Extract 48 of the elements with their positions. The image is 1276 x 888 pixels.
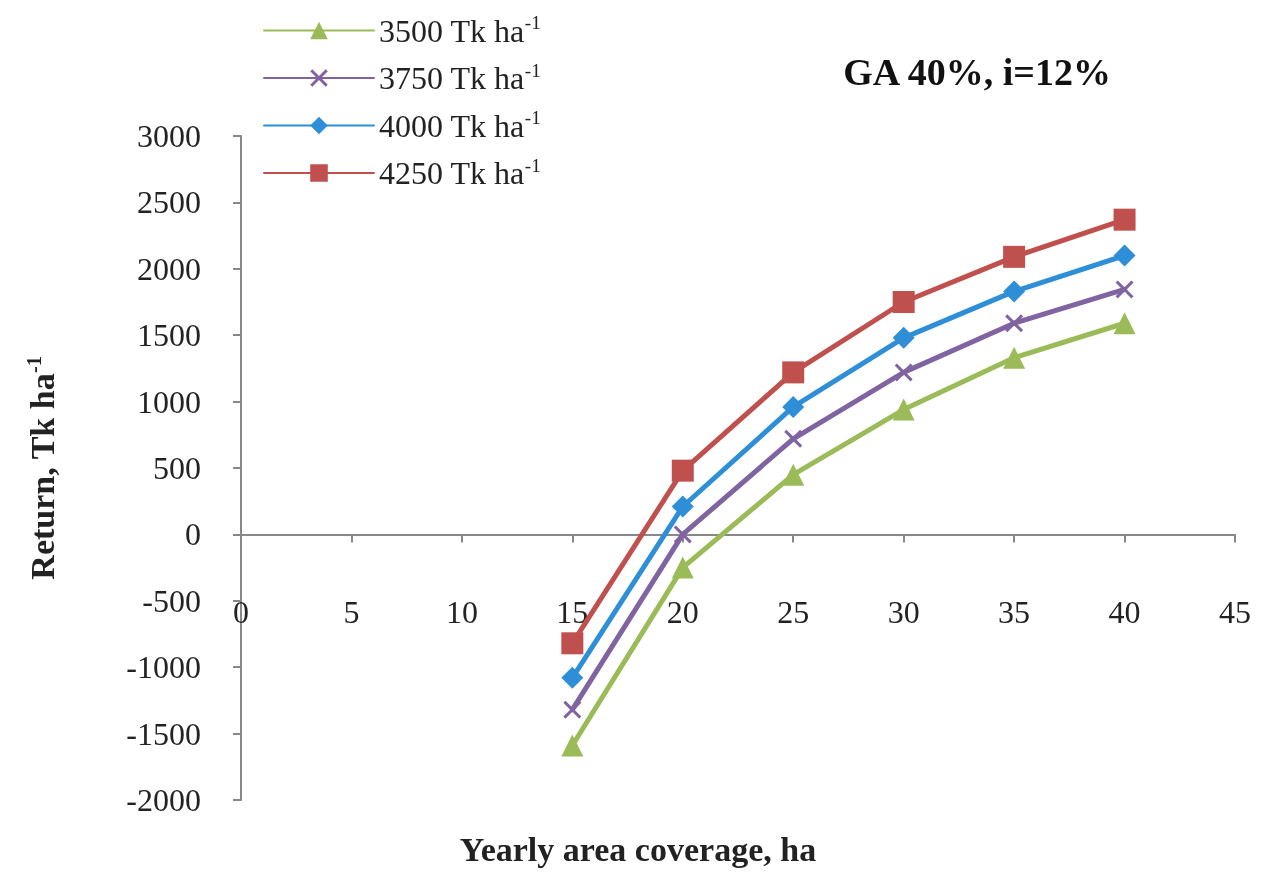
point <box>782 361 805 384</box>
y-tick-label: -2000 <box>126 782 201 818</box>
point <box>894 363 913 382</box>
x-tick-label: 40 <box>1108 594 1141 631</box>
point <box>892 291 915 313</box>
x-tick-label: 0 <box>233 594 249 631</box>
point <box>1113 208 1136 231</box>
y-tick-label: 500 <box>153 450 201 486</box>
point <box>563 700 582 719</box>
point <box>1005 314 1024 333</box>
y-tick-label: -1500 <box>126 715 201 752</box>
x-tick-label: 10 <box>445 594 478 631</box>
y-tick-label: 2000 <box>137 250 201 287</box>
y-tick-label: 2500 <box>137 184 201 221</box>
y-axis-title: Return, Tk ha-1 <box>23 356 61 580</box>
point <box>1113 312 1136 335</box>
y-tick-label: 3000 <box>137 118 201 154</box>
point <box>782 463 805 486</box>
y-tick-label: 1500 <box>137 317 201 354</box>
x-tick-label: 25 <box>777 594 810 631</box>
x-tick-label: 5 <box>343 594 360 631</box>
y-tick-label: -1000 <box>126 649 201 686</box>
point <box>892 326 915 349</box>
point <box>1115 280 1134 299</box>
point <box>1003 245 1026 268</box>
point <box>1003 280 1026 303</box>
y-tick-label: 0 <box>185 516 201 553</box>
point <box>561 632 584 655</box>
point <box>671 495 694 518</box>
x-tick-label: 35 <box>998 594 1031 631</box>
point <box>784 429 803 448</box>
point <box>673 525 692 544</box>
point <box>561 666 584 689</box>
point <box>1003 346 1026 369</box>
point <box>1113 244 1136 267</box>
chart-title: GA 40%, i=12% <box>843 51 1111 93</box>
point <box>561 734 584 757</box>
point <box>671 556 694 579</box>
x-tick-label: 20 <box>666 594 699 631</box>
x-tick-label: 15 <box>556 594 589 631</box>
y-tick-label: 1000 <box>137 383 201 420</box>
x-tick-label: 30 <box>887 594 920 631</box>
point <box>892 398 915 421</box>
point <box>671 459 694 482</box>
point <box>782 395 805 418</box>
x-tick-label: 45 <box>1219 594 1251 631</box>
y-tick-label: -500 <box>142 582 201 619</box>
x-axis-title: Yearly area coverage, ha <box>459 830 817 868</box>
